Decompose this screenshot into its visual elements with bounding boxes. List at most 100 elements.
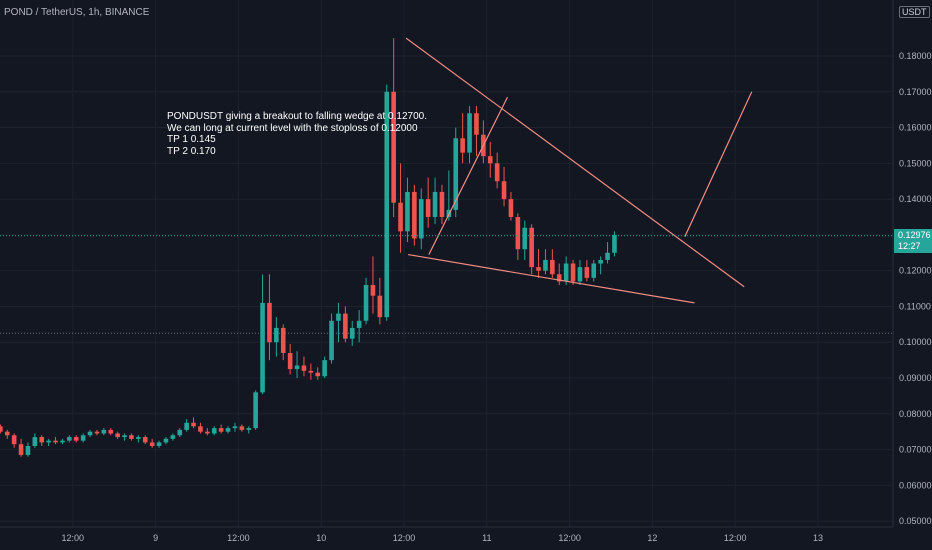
candle-up bbox=[418, 199, 424, 239]
candle-down bbox=[439, 191, 445, 218]
annotation-line: We can long at current level with the st… bbox=[167, 122, 418, 134]
candle-up bbox=[598, 259, 603, 264]
x-tick-label: 12 bbox=[647, 533, 657, 543]
candle-down bbox=[301, 365, 307, 371]
price-axis[interactable]: 0.180000.170000.160000.150000.140000.130… bbox=[899, 51, 932, 526]
candle-up bbox=[253, 392, 258, 429]
candle-down bbox=[412, 191, 417, 239]
candle-up bbox=[170, 435, 176, 439]
candle-down bbox=[287, 352, 293, 370]
time-axis[interactable]: 12:00 9 12:00 10 12:00 11 12:00 12 12:00 13 bbox=[62, 533, 823, 543]
last-price-badge: 0.12976 12:27 bbox=[894, 229, 932, 253]
idea-annotation: PONDUSDT giving a breakout to falling we… bbox=[167, 111, 427, 157]
wedge-trendlines bbox=[405, 37, 753, 304]
candle-down bbox=[529, 227, 534, 268]
candle-down bbox=[142, 437, 148, 443]
annotation-line: TP 2 0.170 bbox=[167, 145, 216, 157]
candle-down bbox=[515, 217, 521, 250]
y-tick-label: 0.08000 bbox=[899, 409, 932, 419]
candle-down bbox=[398, 202, 403, 232]
candle-up bbox=[225, 428, 231, 432]
candle-down bbox=[239, 426, 245, 430]
candle-down bbox=[536, 267, 541, 271]
candle-up bbox=[349, 327, 355, 339]
candle-down bbox=[108, 429, 114, 434]
symbol-title[interactable]: POND / TetherUS, 1h, BINANCE bbox=[4, 7, 150, 18]
candle-down bbox=[280, 327, 286, 353]
candle-up bbox=[163, 438, 169, 443]
candle-up bbox=[32, 437, 38, 447]
candle-down bbox=[308, 370, 314, 373]
candle-up bbox=[522, 227, 528, 250]
candle-up bbox=[177, 429, 183, 436]
annotation-line: TP 1 0.145 bbox=[167, 134, 216, 145]
candle-down bbox=[191, 422, 196, 427]
candle-up bbox=[122, 435, 127, 438]
x-tick-label: 11 bbox=[482, 533, 491, 543]
y-tick-label: 0.18000 bbox=[899, 51, 932, 61]
y-tick-label: 0.06000 bbox=[899, 480, 932, 490]
y-tick-label: 0.17000 bbox=[899, 87, 932, 97]
candle-up bbox=[384, 91, 390, 318]
y-tick-label: 0.11000 bbox=[899, 301, 931, 311]
x-tick-label: 12:00 bbox=[724, 533, 747, 543]
candle-down bbox=[73, 437, 79, 441]
y-tick-label: 0.15000 bbox=[899, 158, 932, 168]
candle-down bbox=[205, 431, 210, 434]
candle-up bbox=[232, 426, 238, 429]
candle-down bbox=[377, 295, 383, 318]
candle-down bbox=[425, 199, 431, 218]
trendline[interactable] bbox=[428, 96, 509, 255]
candle-up bbox=[453, 138, 459, 210]
candle-down bbox=[198, 426, 203, 432]
candle-up bbox=[156, 442, 162, 447]
candle-up bbox=[356, 320, 362, 328]
candle-down bbox=[570, 263, 576, 282]
candle-up bbox=[25, 446, 31, 455]
candle-up bbox=[467, 113, 472, 153]
candle-up bbox=[322, 360, 327, 377]
x-tick-label: 12:00 bbox=[227, 533, 250, 543]
y-tick-label: 0.12000 bbox=[899, 266, 932, 276]
trendline[interactable] bbox=[405, 37, 745, 288]
candle-down bbox=[556, 274, 562, 282]
trendline[interactable] bbox=[408, 253, 695, 304]
candle-up bbox=[211, 428, 217, 434]
y-tick-label: 0.10000 bbox=[899, 337, 932, 347]
candle-up bbox=[405, 191, 410, 232]
y-tick-label: 0.07000 bbox=[899, 445, 932, 455]
candle-down bbox=[343, 313, 348, 339]
candle-down bbox=[115, 433, 120, 438]
candle-up bbox=[246, 428, 252, 430]
candle-down bbox=[149, 442, 155, 447]
candle-down bbox=[267, 302, 272, 343]
trendline[interactable] bbox=[684, 91, 753, 237]
candle-up bbox=[363, 284, 369, 321]
candle-down bbox=[315, 372, 321, 377]
candle-up bbox=[605, 252, 610, 260]
candle-up bbox=[87, 431, 93, 436]
candle-down bbox=[18, 444, 24, 455]
candle-up bbox=[563, 263, 569, 282]
candle-up bbox=[184, 422, 189, 430]
candle-up bbox=[543, 259, 548, 271]
x-tick-label: 10 bbox=[316, 533, 326, 543]
x-tick-label: 12:00 bbox=[558, 533, 581, 543]
x-tick-label: 13 bbox=[813, 533, 823, 543]
candle-down bbox=[370, 284, 376, 296]
candle-up bbox=[60, 440, 65, 443]
candle-down bbox=[460, 138, 465, 153]
candle-down bbox=[474, 113, 479, 135]
grid-lines bbox=[0, 0, 893, 527]
candle-down bbox=[218, 428, 224, 432]
countdown-timer: 12:27 bbox=[898, 241, 921, 251]
candle-up bbox=[46, 440, 51, 443]
candle-up bbox=[612, 234, 617, 253]
currency-badge[interactable]: USDT bbox=[899, 6, 930, 18]
y-tick-label: 0.14000 bbox=[899, 194, 932, 204]
x-tick-label: 12:00 bbox=[393, 533, 416, 543]
x-tick-label: 12:00 bbox=[62, 533, 85, 543]
candle-down bbox=[11, 435, 17, 445]
candle-down bbox=[39, 437, 45, 443]
